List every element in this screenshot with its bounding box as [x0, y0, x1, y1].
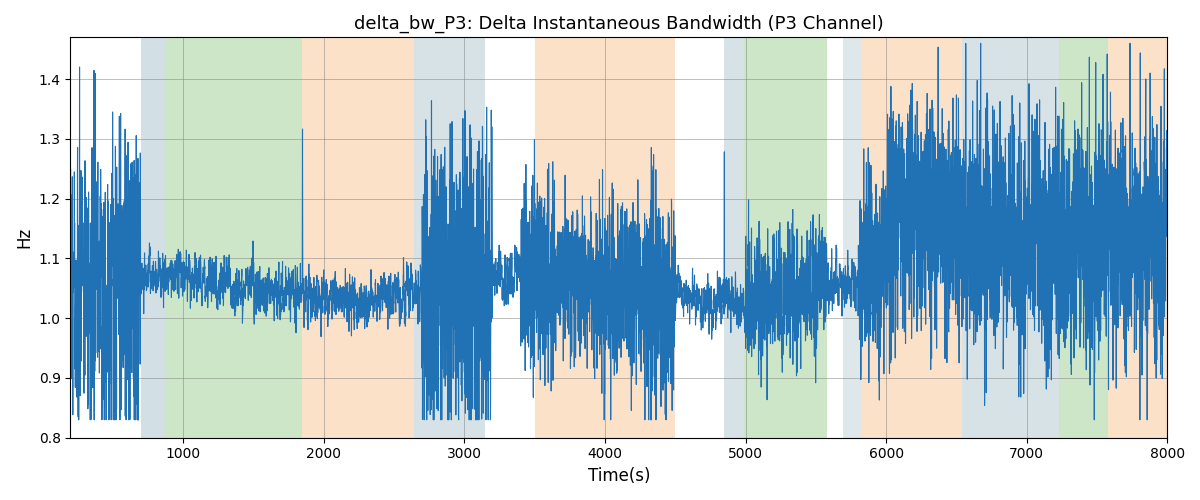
Title: delta_bw_P3: Delta Instantaneous Bandwidth (P3 Channel): delta_bw_P3: Delta Instantaneous Bandwid… — [354, 15, 883, 34]
Bar — [164, 38, 302, 438]
X-axis label: Time(s): Time(s) — [588, 467, 650, 485]
Bar — [302, 38, 414, 438]
Bar — [744, 38, 827, 438]
Bar — [534, 38, 563, 438]
Bar — [725, 38, 744, 438]
Bar — [140, 38, 164, 438]
Bar — [863, 38, 962, 438]
Bar — [563, 38, 676, 438]
Bar — [1060, 38, 1109, 438]
Bar — [842, 38, 863, 438]
Y-axis label: Hz: Hz — [14, 227, 32, 248]
Bar — [414, 38, 485, 438]
Bar — [962, 38, 1060, 438]
Bar — [1109, 38, 1195, 438]
